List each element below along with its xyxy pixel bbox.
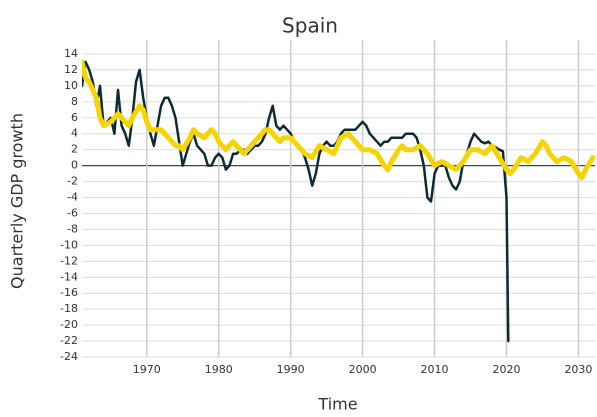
y-tick-label: -16 [60, 286, 78, 299]
x-axis-label: Time [317, 395, 357, 414]
y-tick-label: -24 [60, 350, 78, 363]
y-tick-label: -14 [60, 270, 78, 283]
chart-title: Spain [282, 14, 338, 38]
plot-area [82, 59, 596, 343]
y-tick-label: -6 [67, 206, 78, 219]
y-tick-label: 8 [71, 95, 78, 108]
x-tick-label: 2020 [493, 363, 521, 376]
y-tick-label: 6 [71, 111, 78, 124]
y-axis-label: Quarterly GDP growth [8, 113, 27, 289]
y-tick-label: -20 [60, 318, 78, 331]
grid [82, 40, 595, 358]
y-tick-label: 2 [71, 143, 78, 156]
y-tick-label: -10 [60, 238, 78, 251]
y-tick-label: -2 [67, 175, 78, 188]
y-tick-label: 14 [64, 47, 78, 60]
y-tick-label: -22 [60, 334, 78, 347]
series-line [82, 60, 510, 343]
y-tick-label: 0 [71, 159, 78, 172]
series-line [82, 59, 596, 181]
y-tick-label: -8 [67, 222, 78, 235]
x-tick-label: 1990 [277, 363, 305, 376]
x-tick-label: 2030 [564, 363, 592, 376]
x-tick-label: 2000 [349, 363, 377, 376]
x-tick-label: 1980 [205, 363, 233, 376]
x-tick-label: 1970 [133, 363, 161, 376]
y-tick-label: -18 [60, 302, 78, 315]
y-tick-label: 12 [64, 63, 78, 76]
y-tick-label: 10 [64, 79, 78, 92]
y-tick-label: -4 [67, 191, 78, 204]
y-tick-label: 4 [71, 127, 78, 140]
x-tick-label: 2010 [421, 363, 449, 376]
y-tick-label: -12 [60, 254, 78, 267]
